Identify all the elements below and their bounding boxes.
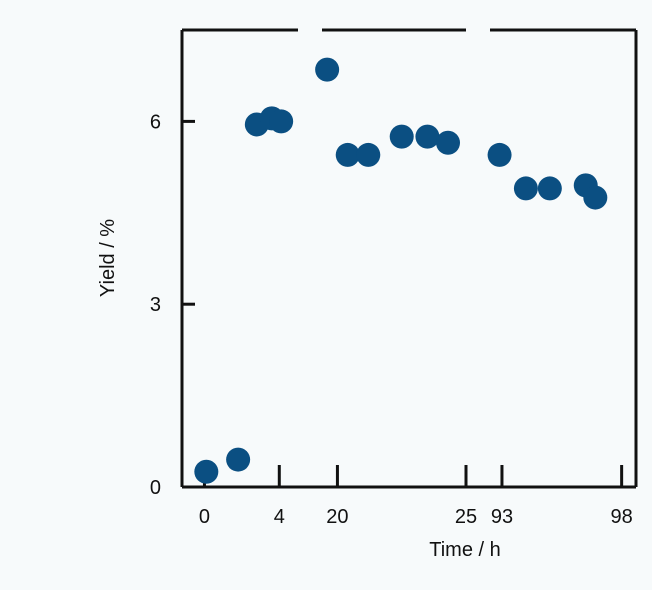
- data-point-1-1: [335, 142, 360, 167]
- data-point-0-0: [194, 459, 219, 484]
- x-tick-label-0: 0: [199, 506, 210, 528]
- x-tick-label-98: 98: [611, 506, 633, 528]
- y-tick-label-3: 3: [150, 294, 161, 316]
- data-point-1-4: [415, 124, 440, 149]
- x-tick-label-25: 25: [455, 506, 477, 528]
- data-point-2-0: [487, 142, 512, 167]
- y-tick-label-6: 6: [150, 111, 161, 133]
- data-point-2-1: [513, 176, 538, 201]
- data-point-2-2: [537, 176, 562, 201]
- x-ticks-group: 0 4 20 25 93 98: [199, 465, 633, 528]
- x-tick-label-93: 93: [491, 506, 513, 528]
- data-point-1-3: [389, 124, 414, 149]
- x-tick-label-20: 20: [326, 506, 348, 528]
- data-point-1-2: [356, 142, 381, 167]
- data-point-0-4: [269, 109, 294, 134]
- data-point-0-1: [226, 447, 251, 472]
- y-tick-label-0: 0: [150, 477, 161, 499]
- x-tick-label-4: 4: [274, 506, 285, 528]
- y-axis-title: Yield / %: [97, 219, 119, 297]
- data-points-group: [194, 57, 608, 484]
- data-point-1-0: [315, 57, 340, 82]
- axes-group: [180, 28, 638, 489]
- x-axis-title: Time / h: [429, 539, 501, 561]
- y-ticks-group: 0 3 6: [150, 111, 195, 499]
- data-point-1-5: [436, 130, 460, 155]
- data-point-2-4: [583, 185, 608, 210]
